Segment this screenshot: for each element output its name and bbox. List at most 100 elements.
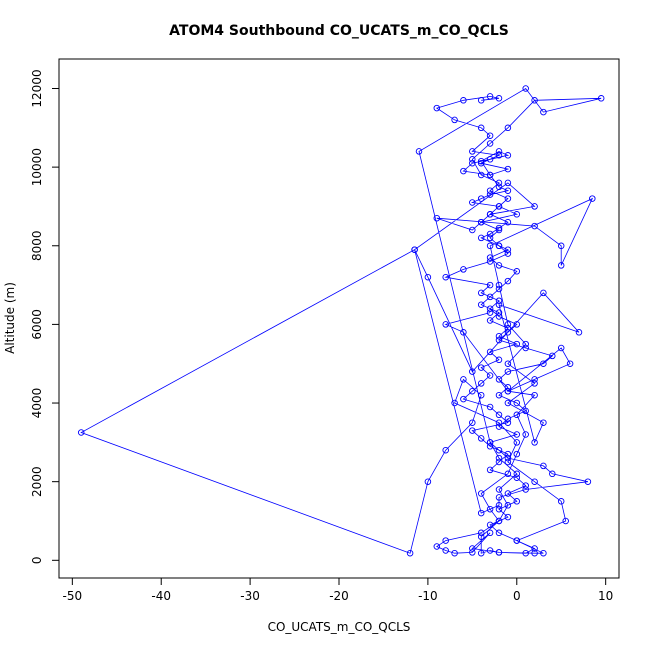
- data-point: [522, 85, 529, 92]
- data-point: [531, 549, 538, 557]
- data-point: [504, 250, 512, 257]
- data-point: [504, 195, 512, 202]
- data-point: [495, 517, 503, 525]
- series-line: [80, 87, 602, 554]
- data-point: [411, 246, 418, 253]
- data-point: [486, 443, 494, 450]
- data-point: [504, 368, 512, 375]
- data-point: [486, 521, 494, 529]
- data-point: [531, 391, 538, 399]
- data-point: [504, 490, 512, 497]
- data-point: [477, 301, 485, 308]
- data-point: [495, 376, 503, 383]
- data-point: [495, 285, 503, 293]
- data-point: [495, 505, 503, 513]
- data-point: [451, 399, 458, 407]
- data-point: [504, 360, 512, 367]
- data-point: [486, 93, 494, 100]
- data-point: [477, 234, 485, 242]
- data-point: [522, 344, 529, 352]
- data-point: [486, 547, 494, 554]
- data-point: [486, 140, 494, 147]
- plot-area-frame: [58, 58, 620, 579]
- data-point: [540, 419, 547, 426]
- data-point: [495, 549, 503, 556]
- data-point: [486, 348, 494, 356]
- data-point: [77, 429, 85, 436]
- data-point: [486, 230, 494, 238]
- data-point: [495, 458, 503, 466]
- data-point: [513, 431, 521, 438]
- data-point: [486, 403, 494, 411]
- data-point: [451, 549, 458, 557]
- data-point: [486, 234, 494, 242]
- y-tick-label: 6000: [30, 309, 44, 340]
- data-point: [504, 470, 512, 478]
- data-point: [486, 439, 494, 446]
- data-point: [486, 305, 494, 312]
- data-point: [477, 289, 485, 297]
- data-point: [460, 97, 467, 104]
- data-point: [504, 152, 512, 159]
- data-point: [522, 407, 529, 415]
- data-point: [477, 159, 485, 167]
- data-point: [486, 372, 494, 379]
- data-point: [433, 104, 441, 112]
- x-tick-label: 0: [513, 589, 521, 603]
- data-point: [442, 537, 449, 544]
- data-point: [504, 179, 512, 187]
- data-point: [504, 513, 512, 521]
- data-point: [469, 159, 476, 167]
- data-point: [495, 313, 503, 320]
- y-axis-label: Altitude (m): [3, 282, 17, 354]
- data-point: [424, 478, 432, 485]
- data-point: [495, 423, 503, 430]
- data-point: [460, 329, 467, 336]
- data-point: [513, 411, 521, 419]
- data-point: [495, 336, 503, 344]
- data-point: [442, 321, 449, 328]
- data-point: [495, 148, 503, 155]
- data-point: [513, 321, 521, 328]
- data-point: [495, 332, 503, 340]
- data-point: [486, 281, 494, 289]
- data-point: [522, 431, 529, 438]
- data-point: [460, 266, 467, 273]
- data-point: [504, 387, 512, 395]
- data-point: [469, 387, 476, 395]
- data-point: [495, 281, 503, 289]
- data-point: [486, 211, 494, 218]
- data-point: [495, 203, 503, 210]
- data-point: [469, 427, 476, 434]
- data-point: [504, 246, 512, 253]
- data-point: [531, 376, 538, 383]
- data-point: [513, 450, 521, 458]
- data-point: [415, 148, 423, 155]
- data-point: [566, 360, 574, 367]
- data-point: [540, 108, 547, 116]
- data-point: [504, 165, 512, 173]
- data-point: [486, 258, 494, 265]
- x-tick-label: -40: [151, 589, 171, 603]
- data-point: [486, 132, 494, 139]
- data-point: [477, 490, 485, 497]
- data-point: [495, 529, 503, 537]
- data-point: [540, 289, 547, 297]
- data-point: [513, 340, 521, 348]
- x-tick-label: 10: [598, 589, 613, 603]
- data-point: [486, 317, 494, 324]
- data-point: [522, 549, 529, 557]
- data-point: [549, 352, 556, 360]
- data-point: [477, 509, 485, 517]
- y-tick-label: 8000: [30, 230, 44, 261]
- data-point: [504, 454, 512, 462]
- data-point: [486, 309, 494, 316]
- y-tick-label: 4000: [30, 388, 44, 419]
- x-tick-label: -50: [63, 589, 83, 603]
- data-point: [477, 218, 485, 226]
- data-point: [477, 364, 485, 371]
- data-point: [504, 321, 512, 328]
- series-layer: [77, 85, 605, 557]
- data-point: [522, 482, 529, 489]
- data-point: [486, 187, 494, 194]
